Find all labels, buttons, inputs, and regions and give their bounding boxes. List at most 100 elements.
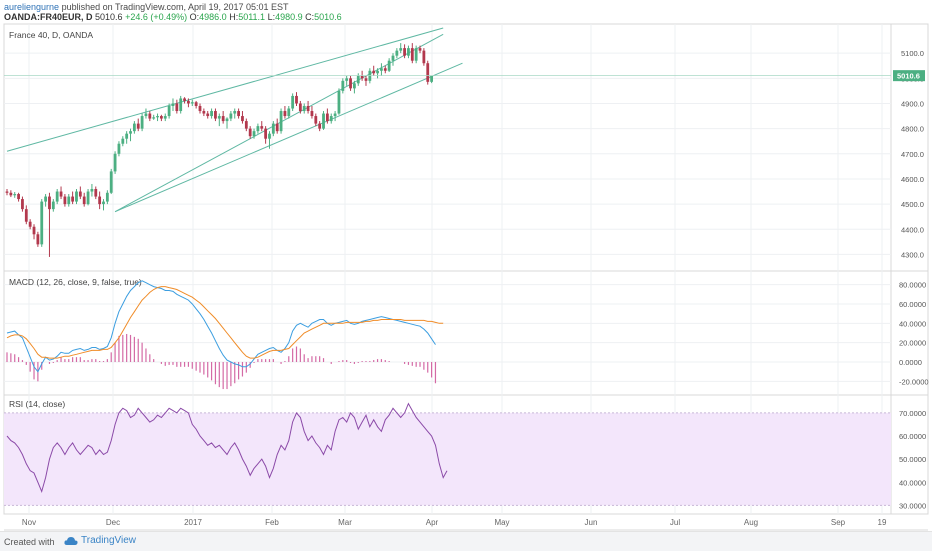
candle-body (418, 48, 422, 51)
candle-body (5, 191, 9, 193)
x-tick-label: Nov (22, 518, 36, 527)
candle-body (171, 103, 175, 106)
last-price-label: 5010.6 (897, 72, 920, 81)
candle-body (403, 48, 406, 56)
candle-body (202, 111, 206, 114)
macd-tick-label: 40.0000 (899, 319, 926, 328)
candle-body (252, 131, 256, 137)
candle-body (156, 116, 159, 118)
candle-body (322, 113, 325, 129)
x-tick-label: Mar (338, 518, 352, 527)
candle-body (136, 123, 140, 129)
candle-body (75, 191, 78, 202)
candle-body (264, 128, 268, 139)
created-with-text: Created with (4, 537, 55, 547)
macd-tick-label: -20.0000 (899, 377, 929, 386)
candle-body (399, 48, 403, 51)
candle-body (244, 121, 248, 129)
published-text: published on TradingView.com, April 19, … (61, 2, 289, 12)
candle-body (337, 90, 341, 114)
candle-body (225, 118, 229, 122)
candle-body (167, 105, 171, 117)
candle-body (430, 75, 433, 82)
author-link[interactable]: aureliengurne (4, 2, 60, 12)
candle-body (214, 111, 217, 119)
low-label: L: (267, 12, 276, 22)
candle-body (132, 123, 136, 132)
candle-body (349, 78, 352, 89)
last-price: 5010.6 (95, 12, 123, 22)
x-tick-label: Sep (831, 518, 846, 527)
candle-body (94, 189, 98, 197)
tradingview-brand[interactable]: TradingView (64, 535, 136, 546)
candle-body (380, 68, 383, 71)
candle-body (260, 126, 264, 129)
candle-body (256, 126, 260, 132)
candle-body (287, 108, 291, 117)
candle-body (40, 201, 44, 245)
candle-body (391, 55, 395, 61)
candle-body (113, 153, 117, 172)
candle-body (426, 63, 430, 82)
low-value: 4980.9 (275, 12, 303, 22)
candle-body (59, 191, 63, 197)
candle-body (36, 234, 40, 245)
rsi-tick-label: 30.0000 (899, 501, 926, 510)
candle-body (387, 60, 391, 71)
candle-body (55, 191, 59, 202)
macd-tick-label: 60.0000 (899, 300, 926, 309)
close-label: C: (305, 12, 315, 22)
high-label: H: (229, 12, 239, 22)
high-value: 5011.1 (238, 12, 266, 22)
x-tick-label: 2017 (184, 518, 202, 527)
signal-line (6, 286, 444, 359)
candle-body (183, 98, 186, 101)
macd-tick-label: 0.0000 (899, 358, 922, 367)
candle-body (422, 50, 426, 64)
candle-body (237, 111, 240, 117)
chart-canvas[interactable]: Nov Dec 2017 Feb Mar Apr May Jun Jul Aug Sep 19 5100… (0, 0, 932, 531)
candle-body (268, 133, 271, 139)
candle-body (198, 105, 202, 112)
candle-body (32, 226, 36, 235)
candle-body (210, 111, 213, 117)
cloud-icon (64, 536, 78, 545)
candle-body (144, 113, 148, 117)
candle-body (325, 113, 329, 122)
open-label: O: (189, 12, 200, 22)
x-tick-label: 19 (878, 518, 887, 527)
candle-body (372, 70, 376, 74)
candle-body (364, 78, 368, 81)
candle-body (248, 128, 252, 137)
candle-body (152, 117, 156, 119)
rsi-tick-label: 70.0000 (899, 409, 926, 418)
macd-tick-label: 20.0000 (899, 339, 926, 348)
candle-body (353, 83, 356, 89)
price-tick-label: 4700.0 (901, 150, 924, 159)
ohlc-line: OANDA:FR40EUR, D 5010.6 +24.6 (+0.49%) O… (4, 12, 342, 22)
x-tick-label: Dec (106, 518, 120, 527)
price-tick-label: 4900.0 (901, 99, 924, 108)
candle-body (78, 191, 82, 197)
candle-body (86, 191, 90, 205)
candle-body (345, 78, 349, 81)
candle-body (190, 102, 194, 104)
candle-body (67, 196, 71, 205)
candle-body (414, 48, 418, 61)
candle-body (194, 102, 198, 106)
candle-body (21, 199, 24, 210)
publish-line: aureliengurne published on TradingView.c… (4, 2, 342, 12)
candle-body (90, 189, 94, 192)
candle-body (48, 196, 51, 210)
candle-body (302, 105, 306, 112)
candle-body (318, 123, 322, 129)
candle-body (148, 113, 152, 119)
candle-body (295, 95, 298, 104)
macd-pane-title: MACD (12, 26, close, 9, false, true) (9, 277, 142, 287)
candle-body (98, 196, 102, 205)
price-change: +24.6 (+0.49%) (125, 12, 188, 22)
candle-body (233, 111, 237, 114)
brand-label: TradingView (81, 535, 137, 546)
candle-body (175, 103, 179, 112)
candle-body (298, 103, 302, 112)
